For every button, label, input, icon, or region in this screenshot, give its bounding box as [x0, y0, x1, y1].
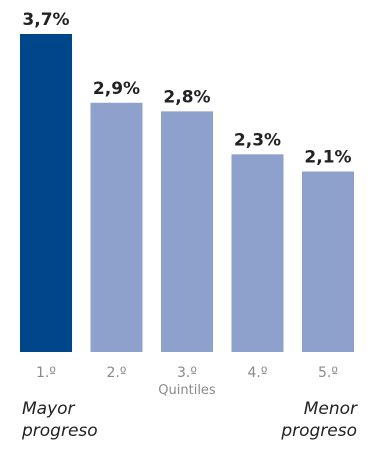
bar-1: [20, 34, 72, 352]
category-label-1: 1.º: [36, 365, 56, 381]
bar-value-label-5: 2,1%: [304, 148, 351, 168]
category-label-5: 5.º: [318, 365, 338, 381]
category-label-3: 3.º: [177, 365, 197, 381]
annotation-right-line2: progreso: [281, 421, 357, 441]
annotation-right-line1: Menor: [303, 399, 357, 419]
annotation-left-line1: Mayor: [22, 399, 75, 419]
x-axis-title: Quintiles: [158, 383, 216, 398]
bar-value-label-3: 2,8%: [163, 87, 210, 107]
bar-value-label-4: 2,3%: [234, 130, 281, 150]
annotation-left: Mayor progreso: [22, 398, 98, 442]
category-label-2: 2.º: [107, 365, 127, 381]
bar-value-label-1: 3,7%: [22, 10, 69, 30]
bar-3: [161, 111, 213, 352]
bar-5: [302, 171, 354, 352]
annotation-left-line2: progreso: [22, 421, 98, 441]
category-label-4: 4.º: [248, 365, 268, 381]
bar-2: [90, 102, 143, 352]
annotation-right: Menor progreso: [281, 398, 357, 442]
bar-4: [231, 154, 284, 352]
bar-value-label-2: 2,9%: [93, 79, 140, 99]
